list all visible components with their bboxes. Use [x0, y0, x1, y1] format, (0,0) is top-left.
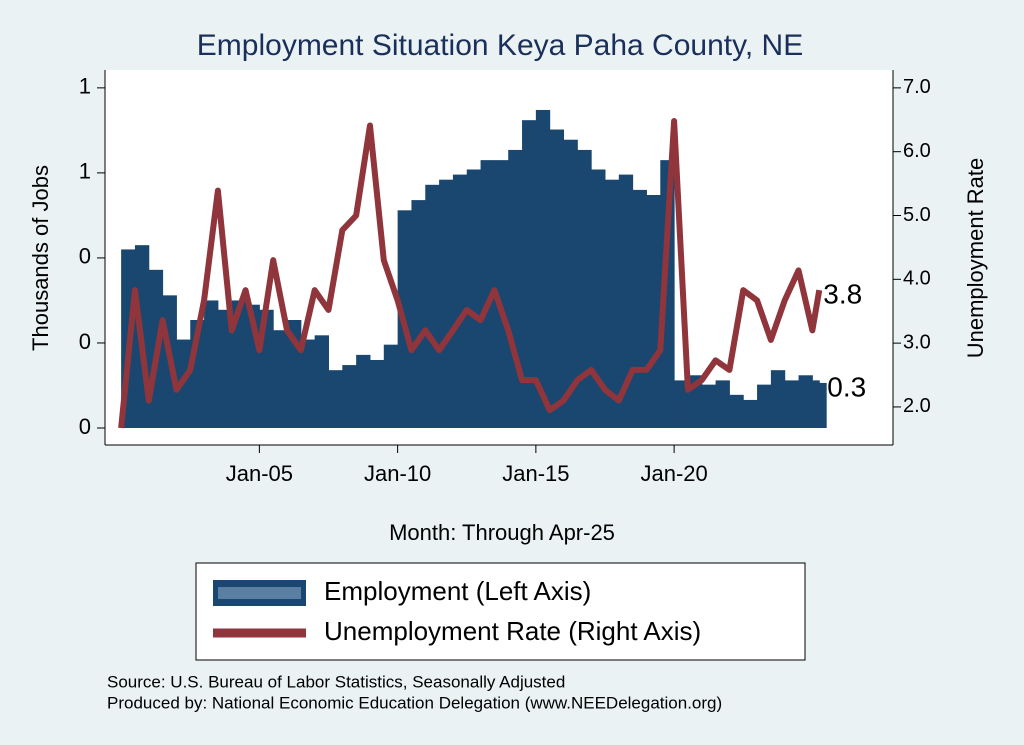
- bar: [798, 375, 813, 428]
- bar: [439, 179, 454, 428]
- chart-title: Employment Situation Keya Paha County, N…: [197, 29, 803, 62]
- bar: [522, 120, 537, 428]
- bar: [770, 370, 786, 428]
- bar: [701, 384, 717, 428]
- y-tick-label: 0: [79, 329, 91, 354]
- bar: [383, 344, 399, 428]
- bar: [618, 174, 634, 428]
- y2-tick-label: 6.0: [903, 140, 931, 162]
- bar: [646, 195, 661, 428]
- bar: [812, 380, 820, 428]
- legend-label: Employment (Left Axis): [324, 576, 591, 606]
- bar: [757, 384, 772, 428]
- y2-axis-title: Unemployment Rate: [963, 158, 988, 359]
- bar: [604, 179, 620, 428]
- legend: [195, 562, 806, 661]
- bar: [452, 174, 468, 428]
- bar: [549, 129, 565, 428]
- bar: [577, 149, 592, 429]
- y2-tick-label: 3.0: [903, 331, 931, 353]
- bar: [425, 184, 440, 428]
- x-tick-label: Jan-15: [502, 461, 569, 486]
- end-label: 0.3: [827, 371, 866, 402]
- y-tick-label: 1: [79, 74, 91, 99]
- bar: [466, 169, 482, 428]
- source-note: Source: U.S. Bureau of Labor Statistics,…: [107, 672, 565, 691]
- bar: [784, 380, 800, 428]
- bar: [273, 330, 288, 428]
- bar: [328, 370, 343, 428]
- x-tick-label: Jan-20: [640, 461, 707, 486]
- legend-label: Unemployment Rate (Right Axis): [324, 616, 701, 646]
- y-tick-label: 0: [79, 414, 91, 439]
- bar: [743, 399, 758, 428]
- bar: [314, 335, 329, 428]
- y2-tick-label: 4.0: [903, 268, 931, 290]
- bar: [660, 160, 675, 429]
- bar: [369, 359, 385, 428]
- y-axis-title: Thousands of Jobs: [28, 165, 53, 351]
- bar: [632, 189, 647, 428]
- rate-line: [118, 118, 823, 429]
- y-tick-label: 0: [79, 244, 91, 269]
- legend-swatch-inner: [218, 587, 301, 599]
- bar: [411, 200, 426, 428]
- producer-note: Produced by: National Economic Education…: [107, 693, 722, 712]
- bar: [563, 139, 578, 428]
- bar: [300, 339, 316, 428]
- bar: [535, 109, 551, 429]
- bar: [715, 380, 730, 428]
- bar: [591, 169, 606, 428]
- y2-tick-label: 5.0: [903, 204, 931, 226]
- x-tick-label: Jan-05: [226, 461, 293, 486]
- x-tick-label: Jan-10: [364, 461, 431, 486]
- y2-tick-label: 7.0: [903, 76, 931, 98]
- y2-tick-label: 2.0: [903, 395, 931, 417]
- y-tick-label: 1: [79, 159, 91, 184]
- bar: [508, 149, 523, 429]
- bar: [231, 300, 247, 428]
- bar: [217, 309, 233, 428]
- bar: [480, 160, 495, 429]
- bar: [819, 382, 827, 428]
- bar: [674, 380, 689, 428]
- bar: [342, 365, 357, 428]
- bar: [356, 354, 371, 428]
- x-axis-title: Month: Through Apr-25: [389, 520, 615, 545]
- bar: [729, 394, 744, 428]
- bar: [204, 300, 219, 428]
- bar: [494, 160, 509, 429]
- end-label: 3.8: [823, 279, 862, 310]
